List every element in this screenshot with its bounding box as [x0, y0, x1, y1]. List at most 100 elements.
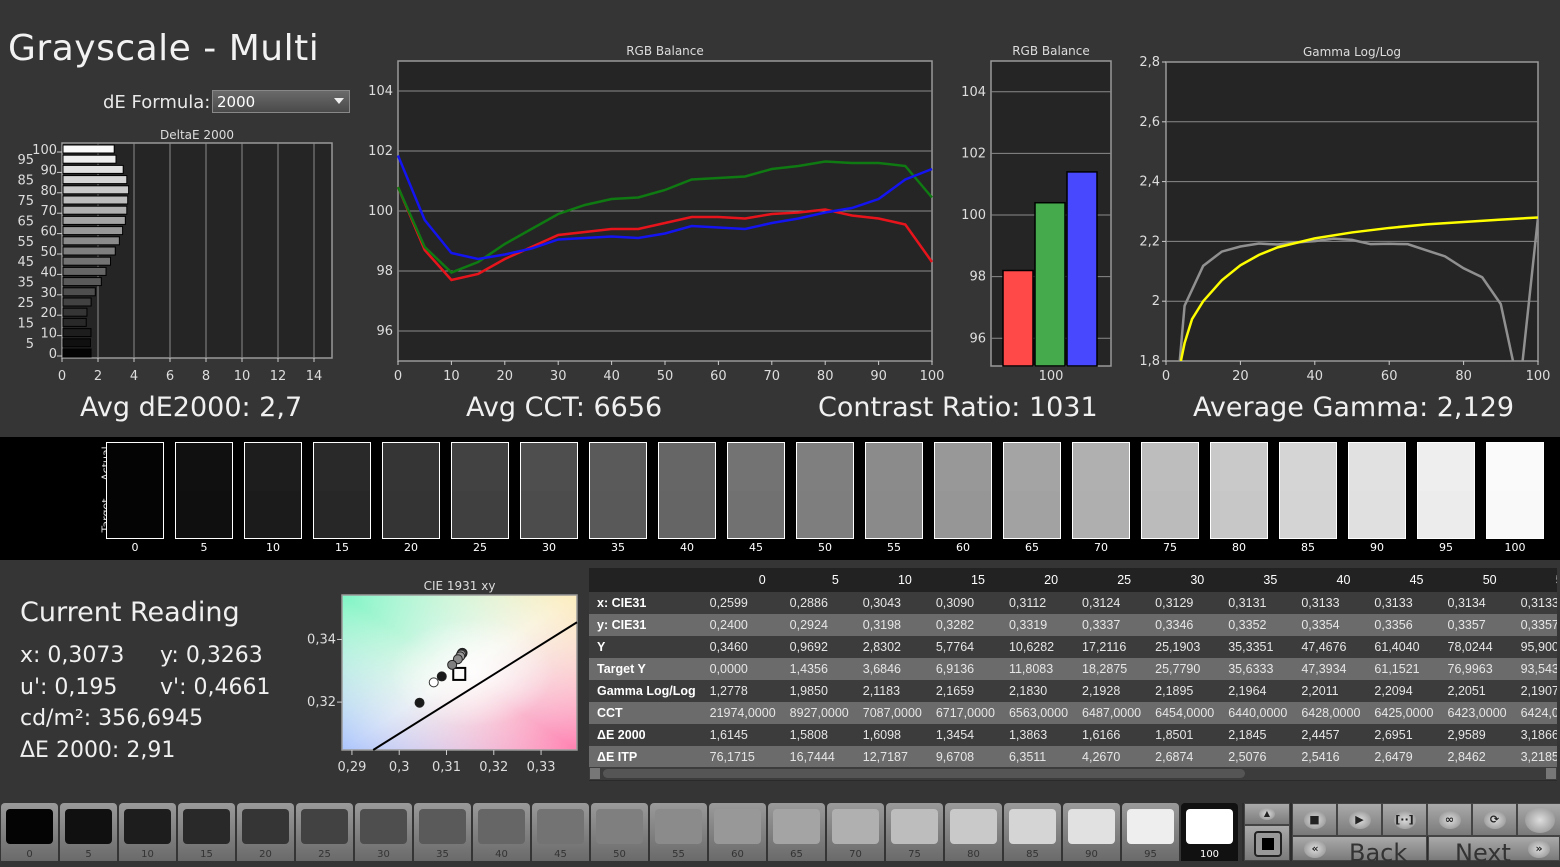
patch-button-50[interactable]: 50 [591, 803, 648, 861]
table-cell: 2,1830 [994, 680, 1069, 702]
table-row: Y 0,3460 0,9692 2,8302 5,7764 10,6282 17,2116 2… [589, 636, 1557, 658]
back-label: Back [1349, 839, 1408, 867]
y-tick-label: 95 [17, 153, 34, 168]
patch-label: 25 [473, 541, 487, 554]
table-cell: 1,3454 [921, 724, 995, 746]
blank-button[interactable] [1517, 803, 1560, 836]
scrollbar-thumb[interactable] [603, 769, 1245, 778]
contrast-ratio-stat: Contrast Ratio: 1031 [818, 392, 1098, 423]
patch-100 [1486, 442, 1544, 539]
patch-button-35[interactable]: 35 [414, 803, 471, 861]
bracket-button[interactable]: [··] [1382, 803, 1427, 836]
patch-button-20[interactable]: 20 [237, 803, 294, 861]
patch-button-75[interactable]: 75 [886, 803, 943, 861]
table-cell: 35,6333 [1214, 658, 1288, 680]
patch-button-10[interactable]: 10 [119, 803, 176, 861]
y-tick-label: 5 [26, 337, 34, 352]
actual-swatch [245, 443, 301, 491]
y-tick-label: 2,4 [1139, 175, 1160, 190]
table-cell: 0,3090 [921, 592, 995, 614]
bar-75 [62, 195, 129, 205]
play-button[interactable]: ▶ [1337, 803, 1382, 836]
table-cell: 76,1715 [695, 746, 776, 768]
scroll-left-button[interactable] [590, 768, 600, 779]
x-tick-label: 0,33 [527, 760, 556, 775]
actual-swatch [314, 443, 370, 491]
actual-swatch [383, 443, 439, 491]
table-cell: 35,3351 [1214, 636, 1288, 658]
target-whitepoint-marker [452, 666, 467, 681]
actual-swatch [1004, 443, 1060, 491]
row-label: Y [589, 636, 696, 658]
table-cell: 0,3131 [1214, 592, 1288, 614]
patch-button-0[interactable]: 0 [1, 803, 58, 861]
table-cell: 2,6874 [1141, 746, 1215, 768]
scroll-right-button[interactable] [1546, 768, 1556, 779]
table-cell: 0,3282 [921, 614, 995, 636]
gamma-chart: Gamma Log/Log 1,8 2 2,2 2,4 2,6 2,8 0 20 40 60 80 10… [1139, 45, 1550, 384]
table-cell: 2,1183 [848, 680, 922, 702]
patch-35 [589, 442, 647, 539]
bar-30 [62, 287, 96, 297]
x-tick-label: 90 [870, 369, 887, 384]
bar-70 [62, 205, 128, 215]
column-header: 30 [1141, 568, 1215, 592]
table-cell: 3,6846 [848, 658, 922, 680]
patch-label: 5 [200, 541, 208, 554]
row-label: y: CIE31 [589, 614, 696, 636]
patch-button-60[interactable]: 60 [709, 803, 766, 861]
y-tick-label: 2 [1152, 294, 1160, 309]
table-row: ΔE 2000 1,6145 1,5808 1,6098 1,3454 1,3863 1,6… [589, 724, 1557, 746]
patch-button-80[interactable]: 80 [945, 803, 1002, 861]
next-button[interactable]: Next » [1428, 836, 1560, 867]
y-tick-label: 70 [40, 204, 57, 219]
patch-80 [1210, 442, 1268, 539]
table-scrollbar[interactable] [589, 767, 1557, 780]
patch-swatch [419, 809, 466, 844]
table-cell: 8927,0000 [775, 702, 849, 724]
patch-button-95[interactable]: 95 [1122, 803, 1179, 861]
patch-button-55[interactable]: 55 [650, 803, 707, 861]
reading-de: ΔE 2000: 2,91 [20, 738, 176, 763]
table-cell: 0,3124 [1068, 592, 1142, 614]
patch-button-65[interactable]: 65 [768, 803, 825, 861]
patch-button-70[interactable]: 70 [827, 803, 884, 861]
target-swatch [521, 490, 577, 538]
bar-50 [62, 246, 116, 256]
patch-swatch [773, 809, 820, 844]
y-tick-label: 20 [40, 306, 57, 321]
table-cell: 3,2185 [1506, 746, 1557, 768]
table-cell: 6440,0000 [1214, 702, 1288, 724]
column-header: 0 [695, 568, 776, 592]
de-formula-value: 2000 [217, 93, 256, 111]
column-header: 45 [1360, 568, 1434, 592]
patch-button-100[interactable]: 100 [1181, 803, 1238, 861]
patch-label: 60 [956, 541, 970, 554]
patch-button-90[interactable]: 90 [1063, 803, 1120, 861]
patch-5 [175, 442, 233, 539]
patch-button-85[interactable]: 85 [1004, 803, 1061, 861]
patch-button-15[interactable]: 15 [178, 803, 235, 861]
de-formula-select[interactable]: 2000 [212, 90, 350, 113]
table-cell: 7087,0000 [848, 702, 922, 724]
patch-button-40[interactable]: 40 [473, 803, 530, 861]
column-header: 10 [848, 568, 922, 592]
patch-label: 35 [611, 541, 625, 554]
patch-button-label: 15 [200, 849, 213, 860]
infinity-button[interactable]: ∞ [1427, 803, 1472, 836]
patch-button-45[interactable]: 45 [532, 803, 589, 861]
table-cell: 25,1903 [1141, 636, 1215, 658]
patch-button-25[interactable]: 25 [296, 803, 353, 861]
patch-swatch [655, 809, 702, 844]
double-chevron-right-icon: » [1528, 840, 1550, 858]
refresh-button[interactable]: ⟳ [1472, 803, 1517, 836]
up-button[interactable]: ▲ [1244, 803, 1290, 825]
stop-measure-button[interactable] [1244, 825, 1290, 861]
patch-button-5[interactable]: 5 [60, 803, 117, 861]
stop-button[interactable]: ■ [1292, 803, 1337, 836]
row-label: Target Y [589, 658, 696, 680]
patch-button-label: 95 [1144, 849, 1157, 860]
patch-button-30[interactable]: 30 [355, 803, 412, 861]
back-button[interactable]: « Back [1292, 836, 1427, 867]
